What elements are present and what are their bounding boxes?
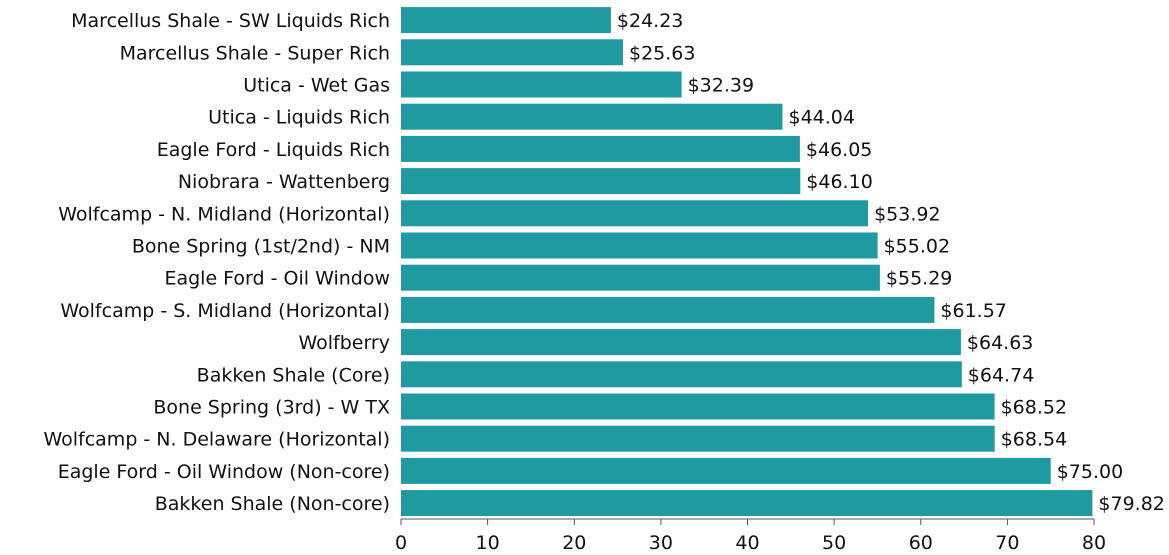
category-label: Utica - Wet Gas xyxy=(243,75,390,97)
data-label: $55.29 xyxy=(886,268,952,290)
data-label: $32.39 xyxy=(688,75,754,97)
category-label: Bakken Shale (Non-core) xyxy=(155,493,390,515)
data-label: $53.92 xyxy=(874,203,940,225)
data-label: $46.10 xyxy=(806,171,872,193)
bar xyxy=(401,71,682,98)
bar xyxy=(401,329,961,356)
data-label: $79.82 xyxy=(1098,493,1164,515)
data-label: $61.57 xyxy=(940,300,1006,322)
data-label: $24.23 xyxy=(617,10,683,32)
bar xyxy=(401,135,800,162)
data-label: $55.02 xyxy=(884,236,950,258)
bar xyxy=(401,168,801,195)
bar xyxy=(401,7,611,34)
bar xyxy=(401,393,995,420)
x-tick-label: 60 xyxy=(909,532,933,554)
x-tick-label: 0 xyxy=(395,532,407,554)
data-label: $25.63 xyxy=(629,42,695,64)
bar xyxy=(401,232,878,259)
category-label: Niobrara - Wattenberg xyxy=(178,171,390,193)
category-label: Marcellus Shale - SW Liquids Rich xyxy=(71,10,390,32)
x-tick-label: 20 xyxy=(562,532,586,554)
category-label: Wolfcamp - S. Midland (Horizontal) xyxy=(60,300,390,322)
category-label: Eagle Ford - Oil Window xyxy=(164,268,390,290)
x-tick-label: 30 xyxy=(649,532,673,554)
category-label: Eagle Ford - Oil Window (Non-core) xyxy=(58,461,390,483)
bar xyxy=(401,490,1093,517)
x-tick-label: 70 xyxy=(995,532,1019,554)
bar xyxy=(401,103,783,130)
bar xyxy=(401,296,935,323)
category-label: Wolfcamp - N. Midland (Horizontal) xyxy=(58,203,390,225)
data-label: $64.63 xyxy=(967,332,1033,354)
data-label: $46.05 xyxy=(806,139,872,161)
category-label: Wolfcamp - N. Delaware (Horizontal) xyxy=(43,429,390,451)
category-label: Utica - Liquids Rich xyxy=(208,107,390,129)
bar xyxy=(401,264,880,291)
data-label: $68.54 xyxy=(1001,429,1067,451)
bar xyxy=(401,39,623,66)
bar xyxy=(401,425,995,452)
category-label: Marcellus Shale - Super Rich xyxy=(120,42,390,64)
category-label: Bakken Shale (Core) xyxy=(197,364,390,386)
category-label: Bone Spring (3rd) - W TX xyxy=(153,397,390,419)
category-label: Wolfberry xyxy=(298,332,390,354)
category-label: Eagle Ford - Liquids Rich xyxy=(157,139,390,161)
data-label: $68.52 xyxy=(1001,397,1067,419)
x-tick-label: 80 xyxy=(1082,532,1106,554)
data-label: $64.74 xyxy=(968,364,1034,386)
bar xyxy=(401,361,962,388)
data-label: $44.04 xyxy=(789,107,855,129)
bar xyxy=(401,200,869,227)
x-tick-label: 50 xyxy=(822,532,846,554)
x-tick-label: 40 xyxy=(735,532,759,554)
data-label: $75.00 xyxy=(1057,461,1123,483)
x-tick-label: 10 xyxy=(476,532,500,554)
category-label: Bone Spring (1st/2nd) - NM xyxy=(132,236,390,258)
bar xyxy=(401,457,1051,484)
